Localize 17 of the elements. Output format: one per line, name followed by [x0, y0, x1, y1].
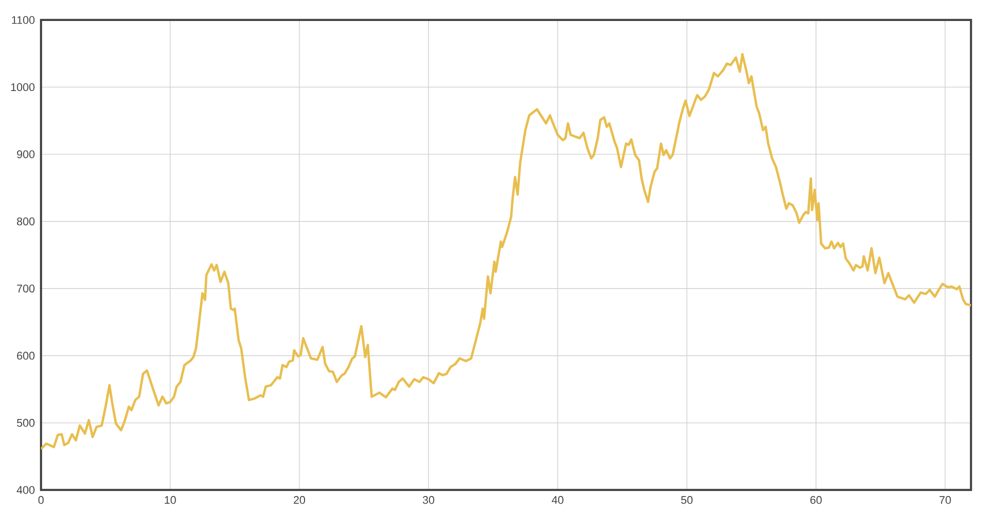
- x-tick-label: 50: [681, 496, 693, 504]
- y-tick-label: 800: [16, 218, 35, 226]
- y-tick-label: 400: [16, 486, 35, 494]
- y-tick-label: 1000: [11, 83, 35, 92]
- x-tick-label: 20: [294, 496, 306, 504]
- x-tick-label: 40: [552, 496, 564, 504]
- x-tick-label: 10: [164, 496, 176, 504]
- x-tick-label: 30: [422, 496, 434, 504]
- x-tick-label: 70: [940, 496, 951, 504]
- line-series: [41, 53, 971, 450]
- y-tick-label: 900: [17, 150, 35, 158]
- y-tick-label: 600: [17, 352, 35, 360]
- y-tick-label: 500: [16, 418, 35, 427]
- y-tick-label: 700: [17, 284, 35, 292]
- x-tick-label: 60: [810, 496, 822, 504]
- y-tick-label: 1100: [12, 16, 35, 24]
- x-tick-label: 0: [38, 496, 44, 504]
